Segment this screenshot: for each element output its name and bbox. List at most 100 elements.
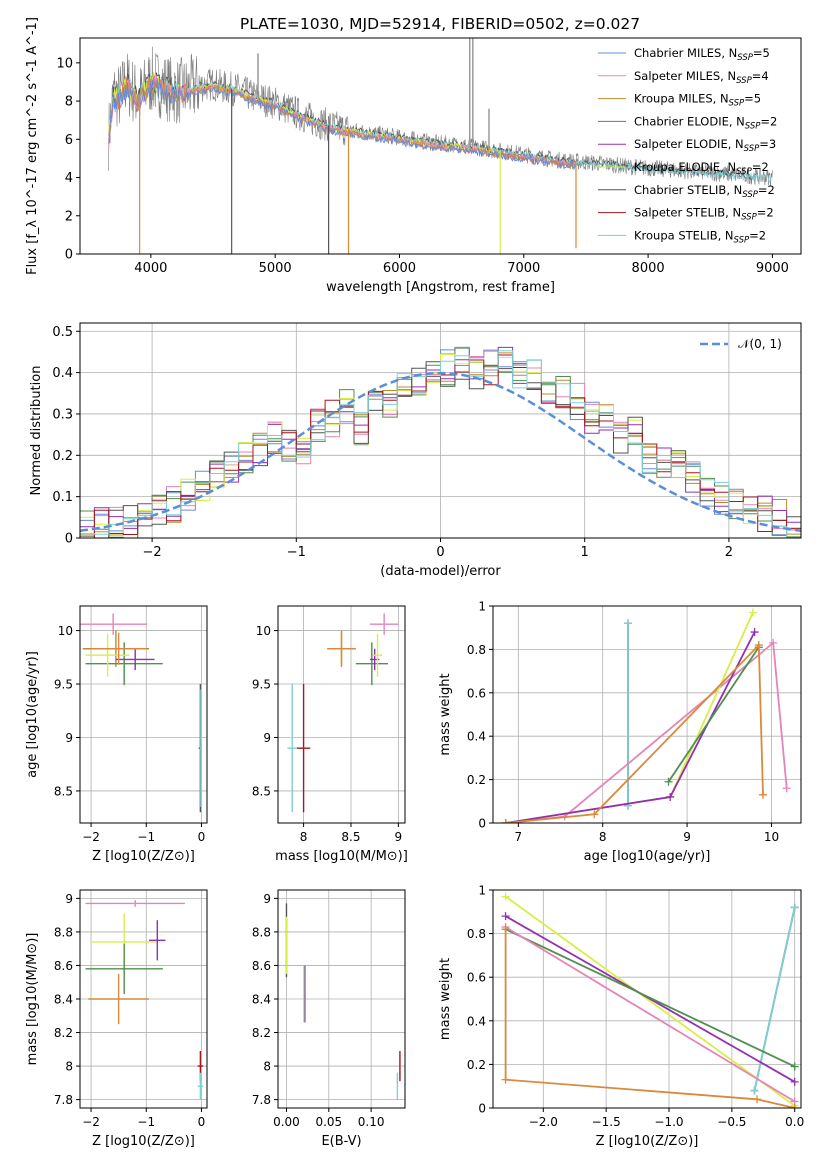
mass_vs_Z-points: [85, 900, 204, 1100]
x-tick-label: 0.0: [785, 1115, 804, 1129]
x-tick-label: −1.5: [592, 1115, 621, 1129]
marker-plus: [790, 1062, 799, 1071]
x-tick-label: −2: [143, 545, 162, 560]
weight_vs_age-axes: 7 8 9 10 0 0.2 0.4 0.6 0.8 1 age [log10(age/yr)] ma…: [438, 600, 801, 864]
y-tick-label: 0.8: [467, 643, 486, 657]
x-tick-label: −2: [82, 830, 100, 844]
legend-label: Chabrier MILES, NSSP=5: [634, 46, 770, 63]
marker-plus: [501, 892, 510, 901]
x-tick-label: 8: [599, 830, 607, 844]
marker-plus: [769, 638, 778, 647]
x-tick-label: 6000: [383, 261, 416, 276]
x-tick-label: −1: [137, 1115, 155, 1129]
y-tick-label: 8.5: [252, 784, 271, 798]
y-tick-label: 0.6: [467, 686, 486, 700]
y-tick-label: 0.2: [52, 449, 73, 464]
residuals-ylabel: Normed distribution: [29, 366, 44, 496]
x-tick-label: 9: [395, 830, 403, 844]
weight_vs_Z-ylabel: mass weight: [438, 958, 453, 1040]
x-tick-label: −0.5: [717, 1115, 746, 1129]
y-tick-label: 0.4: [52, 366, 73, 381]
marker-plus: [790, 903, 799, 912]
y-tick-label: 0.8: [467, 927, 486, 941]
series-kroupa_elodie: [505, 895, 796, 1107]
x-tick-label: 7: [514, 830, 522, 844]
x-tick-label: 8.5: [341, 830, 360, 844]
series-chabrier_elodie: [505, 928, 796, 1068]
x-tick-label: 0: [198, 830, 206, 844]
residuals-legend: 𝒩(0, 1): [700, 337, 782, 351]
weight_vs_Z-frame: [492, 889, 802, 1109]
x-tick-label: 0.00: [273, 1115, 300, 1129]
histogram-kroupa_elodie: [80, 353, 801, 534]
y-tick-label: 7.8: [54, 1093, 73, 1107]
mass_vs_Z-axes: −2 −1 0 7.8 8 8.2 8.4 8.6 8.8 9 Z [log10(Z/Z⊙)] mas…: [25, 890, 207, 1149]
weight_vs_age-frame: [492, 605, 802, 824]
marker-plus: [666, 792, 675, 801]
marker-plus: [750, 1086, 759, 1095]
y-tick-label: 8.4: [54, 993, 73, 1007]
y-tick-label: 8.5: [54, 784, 73, 798]
legend-label: Chabrier STELIB, NSSP=2: [634, 183, 775, 200]
x-tick-label: −2.0: [529, 1115, 558, 1129]
y-tick-label: 4: [65, 171, 73, 186]
x-tick-label: 9: [683, 830, 691, 844]
spectrum-xlabel: wavelength [Angstrom, rest frame]: [326, 280, 555, 295]
marker-plus: [590, 810, 599, 819]
y-tick-label: 9.5: [252, 678, 271, 692]
age_vs_Z-frame: [79, 605, 208, 824]
normal-curve: [80, 371, 801, 533]
x-tick-label: 1: [581, 545, 589, 560]
age_vs_Z-axes: −2 −1 0 8.5 9 9.5 10 Z [log10(Z/Z⊙)] age [log10(…: [25, 606, 207, 864]
mass_vs_ebv-axes: 0.00 0.05 0.10 7.8 8 8.2 8.4 8.6 8.8 9 E(B-V): [252, 890, 405, 1149]
legend-label: 𝒩(0, 1): [738, 337, 782, 351]
marker-plus: [501, 1075, 510, 1084]
y-tick-label: 0: [65, 248, 73, 263]
x-tick-label: 0.05: [315, 1115, 342, 1129]
x-tick-label: 0.10: [358, 1115, 385, 1129]
y-tick-label: 0.2: [467, 1058, 486, 1072]
y-tick-label: 8: [65, 1060, 73, 1074]
spectrum-axes: 4000 5000 6000 7000 8000 9000 0 2 4 6 8 10 wavelengt…: [25, 17, 789, 295]
weight_vs_age-xlabel: age [log10(age/yr)]: [584, 849, 711, 864]
marker-plus: [782, 784, 791, 793]
mass_vs_ebv-frame: [277, 889, 406, 1109]
y-tick-label: 9.5: [54, 678, 73, 692]
marker-plus: [790, 1104, 799, 1108]
x-tick-label: 10: [764, 830, 779, 844]
y-tick-label: 8: [65, 95, 73, 110]
y-tick-label: 8.6: [54, 959, 73, 973]
residuals-axes: −2 −1 0 1 2 0 0.1 0.2 0.3 0.4 0.5 (data-model)/erro…: [29, 323, 801, 579]
marker-plus: [624, 619, 633, 628]
residuals-frame: [79, 322, 802, 539]
age_vs_mass-points: [287, 613, 399, 813]
y-tick-label: 0.5: [52, 325, 73, 340]
y-tick-label: 1: [478, 884, 486, 898]
y-tick-label: 9: [263, 731, 271, 745]
marker-plus: [790, 1077, 799, 1086]
y-tick-label: 0.6: [467, 971, 486, 985]
age_vs_Z-xlabel: Z [log10(Z/Z⊙)]: [92, 849, 195, 864]
series-salpeter_miles: [505, 926, 796, 1103]
marker-plus: [748, 608, 757, 617]
y-tick-label: 0.3: [52, 407, 73, 422]
y-tick-label: 10: [56, 56, 73, 71]
y-tick-label: 0: [65, 532, 73, 547]
x-tick-label: 4000: [134, 261, 167, 276]
x-tick-label: 9000: [756, 261, 789, 276]
y-tick-label: 10: [256, 624, 271, 638]
y-tick-label: 0.4: [467, 730, 486, 744]
marker-plus: [664, 777, 673, 786]
spectrum-legend: Chabrier MILES, NSSP=5 Salpeter MILES, NS…: [598, 46, 777, 245]
y-tick-label: 7.8: [252, 1093, 271, 1107]
mass_vs_Z-xlabel: Z [log10(Z/Z⊙)]: [92, 1134, 195, 1149]
mass_vs_Z-ylabel: mass [log10(M/M⊙)]: [25, 933, 40, 1066]
histogram-kroupa_stelib: [80, 350, 801, 538]
marker-plus: [754, 641, 763, 650]
series-salpeter_elodie: [505, 915, 796, 1083]
marker-plus: [501, 819, 510, 823]
weight_vs_Z-xlabel: Z [log10(Z/Z⊙)]: [596, 1134, 699, 1149]
weight_vs_Z-series: [501, 892, 799, 1108]
legend-label: Salpeter STELIB, NSSP=2: [634, 206, 774, 223]
y-tick-label: 8.8: [252, 925, 271, 939]
